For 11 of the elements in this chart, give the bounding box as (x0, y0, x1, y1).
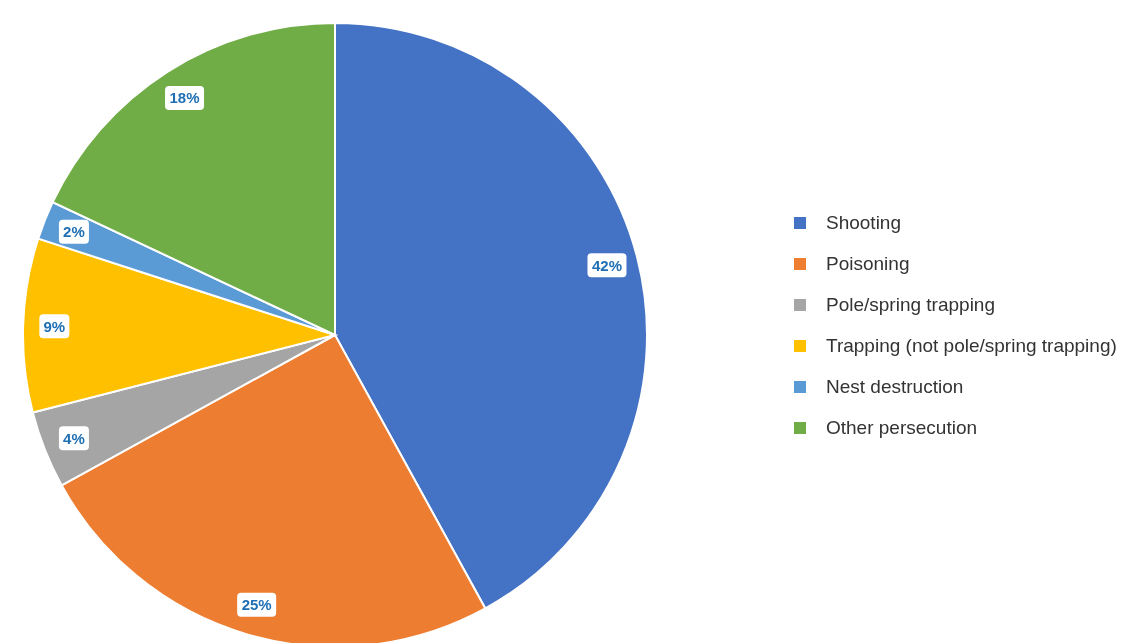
data-label: 18% (169, 89, 200, 107)
data-label: 4% (63, 429, 85, 447)
legend-label: Shooting (826, 212, 902, 234)
legend-label: Trapping (not pole/spring trapping) (826, 335, 1117, 357)
legend-label: Other persecution (826, 417, 978, 439)
data-label: 2% (63, 223, 85, 241)
data-label: 42% (591, 256, 622, 274)
legend-label: Poisoning (826, 253, 910, 275)
legend-label: Pole/spring trapping (826, 294, 995, 316)
data-label: 25% (241, 596, 272, 614)
legend-label: Nest destruction (826, 376, 964, 398)
